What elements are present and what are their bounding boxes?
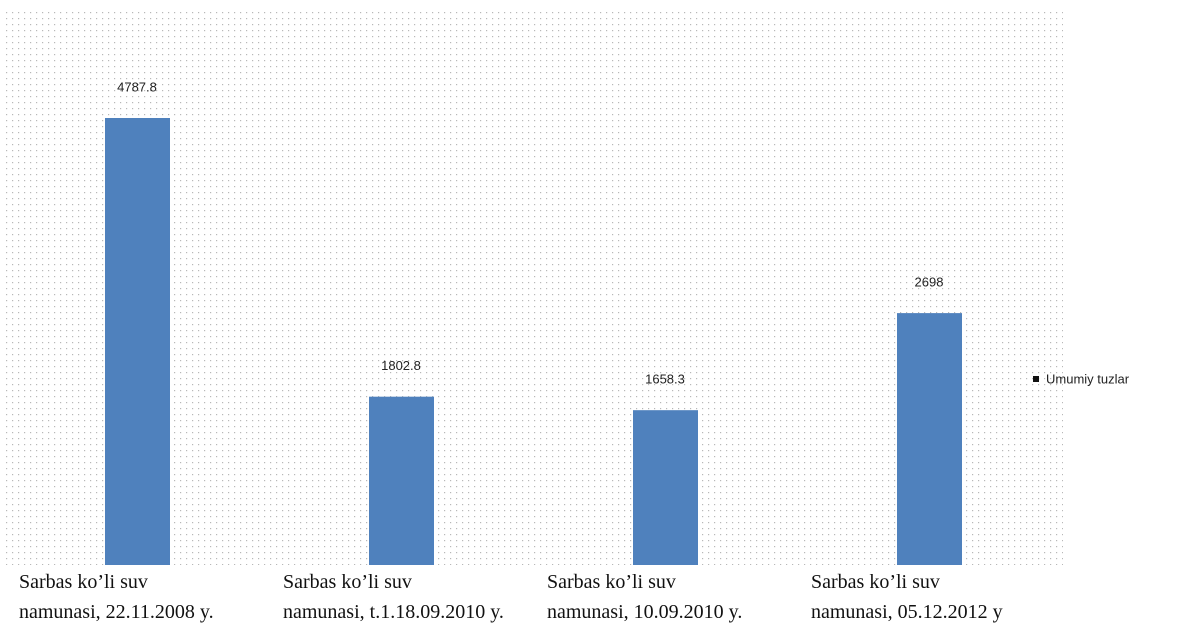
x-tick-label: Sarbas ko’li suv namunasi, t.1.18.09.201… [283, 571, 504, 623]
bar [897, 313, 962, 565]
bar [369, 396, 434, 565]
x-tick-label: Sarbas ko’li suv namunasi, 05.12.2012 y [811, 571, 1003, 623]
legend-label: Umumiy tuzlar [1046, 371, 1130, 386]
value-label: 2698 [915, 275, 944, 290]
x-tick-label: Sarbas ko’li suv namunasi, 10.09.2010 y. [547, 571, 743, 623]
legend-swatch [1033, 376, 1039, 382]
bar [105, 118, 170, 565]
value-label: 1802.8 [381, 358, 421, 373]
value-label: 1658.3 [645, 372, 685, 387]
plot-background [5, 10, 1063, 565]
bar [633, 410, 698, 565]
x-tick-label: Sarbas ko’li suv namunasi, 22.11.2008 y. [19, 571, 214, 623]
value-label: 4787.8 [117, 79, 157, 94]
